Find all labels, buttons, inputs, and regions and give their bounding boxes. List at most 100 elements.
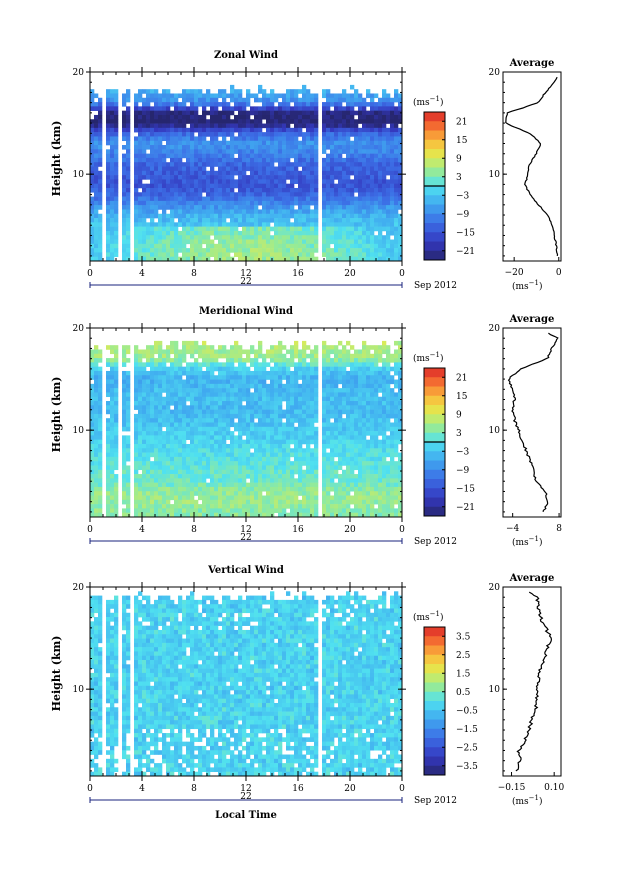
heatmap-cell — [250, 166, 255, 172]
heatmap-cell — [262, 456, 267, 462]
heatmap-cell — [122, 469, 127, 475]
heatmap-cell — [314, 140, 319, 146]
heatmap-cell — [222, 97, 227, 103]
colorbar-tick-label: −9 — [456, 210, 470, 220]
heatmap-cell — [210, 140, 215, 146]
heatmap-cell — [162, 226, 167, 232]
heatmap-cell — [134, 196, 139, 202]
heatmap-cell — [246, 239, 251, 245]
heatmap-cell — [246, 145, 251, 150]
heatmap-cell — [174, 452, 179, 458]
heatmap-cell — [178, 349, 183, 355]
heatmap-cell — [398, 179, 403, 184]
heatmap-cell — [398, 119, 403, 124]
heatmap-cell — [258, 166, 263, 172]
heatmap-cell — [270, 119, 275, 124]
heatmap-cell — [246, 512, 251, 518]
heatmap-cell — [210, 239, 215, 245]
heatmap-cell — [262, 482, 267, 488]
heatmap-cell — [210, 153, 215, 159]
heatmap-cell — [214, 230, 219, 236]
heatmap-cell — [218, 166, 223, 172]
heatmap-cell — [334, 230, 339, 236]
heatmap-cell — [194, 478, 199, 483]
heatmap-cell — [94, 162, 99, 167]
heatmap-cell — [146, 183, 151, 189]
heatmap-cell — [94, 422, 99, 428]
heatmap-cell — [218, 422, 223, 428]
heatmap-cell — [234, 461, 239, 466]
heatmap-cell — [286, 413, 291, 419]
heatmap-cell — [306, 362, 311, 367]
heatmap-cell — [306, 478, 311, 483]
heatmap-cell — [170, 478, 175, 483]
heatmap-cell — [398, 145, 403, 150]
heatmap-cell — [178, 452, 183, 458]
heatmap-cell — [158, 93, 163, 99]
heatmap-cell — [366, 179, 371, 184]
heatmap-cell — [194, 149, 199, 154]
heatmap-cell — [110, 508, 115, 514]
heatmap-cell — [202, 239, 207, 245]
heatmap-cell — [134, 504, 139, 509]
heatmap-cell — [350, 248, 355, 253]
heatmap-cell — [142, 388, 147, 393]
heatmap-cell — [282, 205, 287, 210]
heatmap-cell — [222, 123, 227, 129]
heatmap-cell — [230, 175, 235, 180]
heatmap-cell — [258, 482, 263, 488]
heatmap-cell — [286, 448, 291, 453]
heatmap-cell — [226, 443, 231, 449]
heatmap-cell — [166, 136, 171, 142]
heatmap-cell — [302, 170, 307, 176]
heatmap-cell — [334, 140, 339, 146]
heatmap-cell — [122, 170, 127, 176]
heatmap-cell — [134, 422, 139, 428]
heatmap-cell — [330, 149, 335, 154]
heatmap-cell — [282, 448, 287, 453]
heatmap-cell — [322, 123, 327, 129]
heatmap-cell — [162, 196, 167, 202]
heatmap-cell — [386, 205, 391, 210]
heatmap-cell — [230, 97, 235, 103]
heatmap-cell — [114, 486, 119, 492]
heatmap-cell — [182, 486, 187, 492]
heatmap-cell — [398, 136, 403, 142]
heatmap-cell — [254, 495, 259, 501]
heatmap-cell — [190, 512, 195, 518]
heatmap-cell — [370, 166, 375, 172]
heatmap-cell — [334, 149, 339, 154]
heatmap-cell — [174, 132, 179, 137]
heatmap-cell — [270, 175, 275, 180]
heatmap-cell — [250, 491, 255, 496]
heatmap-cell — [90, 392, 95, 398]
heatmap-cell — [258, 353, 263, 359]
heatmap-cell — [274, 205, 279, 210]
heatmap-cell — [290, 474, 295, 479]
heatmap-cell — [222, 248, 227, 253]
heatmap-cell — [354, 102, 359, 107]
heatmap-cell — [182, 166, 187, 172]
heatmap-cell — [158, 110, 163, 116]
heatmap-cell — [122, 396, 127, 402]
heatmap-cell — [126, 486, 131, 492]
heatmap-cell — [94, 218, 99, 223]
heatmap-cell — [262, 504, 267, 509]
heatmap-cell — [298, 358, 303, 363]
heatmap-cell — [94, 230, 99, 236]
heatmap-cell — [282, 235, 287, 240]
heatmap-cell — [302, 213, 307, 219]
heatmap-cell — [238, 456, 243, 462]
heatmap-cell — [126, 218, 131, 223]
heatmap-cell — [126, 452, 131, 458]
heatmap-cell — [162, 93, 167, 99]
heatmap-cell — [98, 248, 103, 253]
heatmap-cell — [190, 422, 195, 428]
heatmap-cell — [206, 153, 211, 159]
heatmap-cell — [210, 461, 215, 466]
heatmap-cell — [262, 379, 267, 385]
heatmap-cell — [210, 426, 215, 432]
heatmap-cell — [134, 149, 139, 154]
heatmap-cell — [242, 362, 247, 367]
heatmap-cell — [394, 106, 399, 111]
